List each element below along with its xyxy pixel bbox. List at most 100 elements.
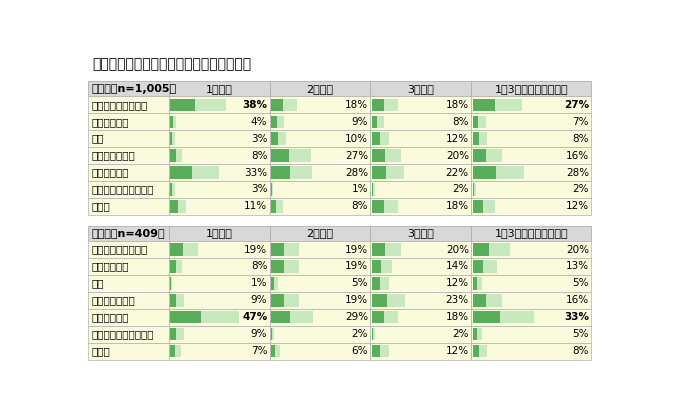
Bar	[270, 198, 370, 215]
Bar	[473, 132, 480, 145]
Text: 食事: 食事	[92, 134, 104, 143]
Bar	[471, 275, 592, 292]
Bar	[169, 198, 270, 215]
Bar	[170, 243, 198, 256]
Text: 9%: 9%	[251, 296, 267, 305]
Bar	[473, 99, 522, 111]
Bar	[271, 277, 279, 290]
Bar	[473, 243, 489, 256]
Bar	[471, 130, 592, 147]
Bar	[170, 150, 176, 162]
Bar	[270, 326, 370, 343]
Bar	[271, 150, 289, 162]
Bar	[270, 343, 370, 360]
Bar	[88, 326, 169, 343]
Bar	[372, 311, 398, 323]
Text: 1〜3番いずれかで重視: 1〜3番いずれかで重視	[494, 229, 568, 238]
Bar	[270, 241, 370, 258]
Text: 33%: 33%	[244, 168, 267, 178]
Bar	[88, 226, 169, 241]
Bar	[372, 345, 389, 357]
Bar	[88, 198, 169, 215]
Bar	[169, 130, 270, 147]
Bar	[471, 241, 592, 258]
Bar	[88, 130, 169, 147]
Bar	[473, 294, 502, 307]
Text: その他: その他	[92, 201, 110, 211]
Text: 14%: 14%	[446, 261, 469, 271]
Text: 18%: 18%	[446, 201, 469, 211]
Bar	[271, 328, 274, 340]
Bar	[473, 150, 502, 162]
Text: 5%: 5%	[573, 278, 589, 289]
Text: 1〜3番いずれかで重視: 1〜3番いずれかで重視	[494, 83, 568, 94]
Bar	[170, 311, 201, 323]
Text: 19%: 19%	[345, 296, 368, 305]
Bar	[169, 81, 270, 96]
Bar	[370, 181, 471, 198]
Bar	[372, 294, 387, 307]
Bar	[170, 132, 172, 145]
Bar	[270, 147, 370, 164]
Text: 1番重視: 1番重視	[206, 83, 232, 94]
Bar	[169, 343, 270, 360]
Text: 23%: 23%	[446, 296, 469, 305]
Bar	[370, 326, 471, 343]
Text: 9%: 9%	[251, 329, 267, 339]
Text: 7%: 7%	[251, 346, 267, 356]
Bar	[471, 258, 592, 275]
Bar	[372, 260, 392, 272]
Bar	[169, 96, 270, 113]
Bar	[370, 96, 471, 113]
Text: 1%: 1%	[351, 185, 368, 194]
Bar	[169, 226, 270, 241]
Bar	[473, 132, 487, 145]
Text: 2%: 2%	[452, 185, 469, 194]
Text: 10%: 10%	[345, 134, 368, 143]
Bar	[170, 166, 218, 179]
Bar	[473, 328, 482, 340]
Bar	[170, 277, 172, 290]
Bar	[170, 200, 186, 212]
Bar	[270, 113, 370, 130]
Bar	[372, 243, 401, 256]
Bar	[271, 200, 277, 212]
Bar	[169, 181, 270, 198]
Bar	[372, 328, 375, 340]
Bar	[473, 183, 477, 196]
Bar	[271, 183, 272, 196]
Bar	[372, 150, 385, 162]
Bar	[271, 345, 275, 357]
Text: 3番重視: 3番重視	[407, 83, 434, 94]
Bar	[88, 181, 169, 198]
Bar	[473, 200, 482, 212]
Bar	[372, 166, 404, 179]
Text: 5%: 5%	[573, 329, 589, 339]
Bar	[88, 275, 169, 292]
Bar	[271, 132, 278, 145]
Text: 11%: 11%	[244, 201, 267, 211]
Text: 3番重視: 3番重視	[407, 229, 434, 238]
Bar	[271, 132, 286, 145]
Bar	[372, 132, 389, 145]
Text: 19%: 19%	[345, 261, 368, 271]
Bar	[370, 309, 471, 326]
Bar	[473, 260, 497, 272]
Bar	[271, 200, 283, 212]
Bar	[372, 243, 385, 256]
Bar	[88, 241, 169, 258]
Bar	[88, 164, 169, 181]
Text: 園の教育・保育方針: 園の教育・保育方針	[92, 245, 148, 254]
Bar	[372, 132, 380, 145]
Text: 家からの距離: 家からの距離	[92, 312, 129, 322]
Bar	[271, 277, 274, 290]
Bar	[473, 345, 480, 357]
Text: 園庭などの環境: 園庭などの環境	[92, 296, 135, 305]
Bar	[271, 260, 284, 272]
Text: 2%: 2%	[351, 329, 368, 339]
Bar	[271, 115, 284, 128]
Bar	[372, 99, 398, 111]
Text: 8%: 8%	[573, 134, 589, 143]
Bar	[170, 200, 178, 212]
Bar	[170, 294, 176, 307]
